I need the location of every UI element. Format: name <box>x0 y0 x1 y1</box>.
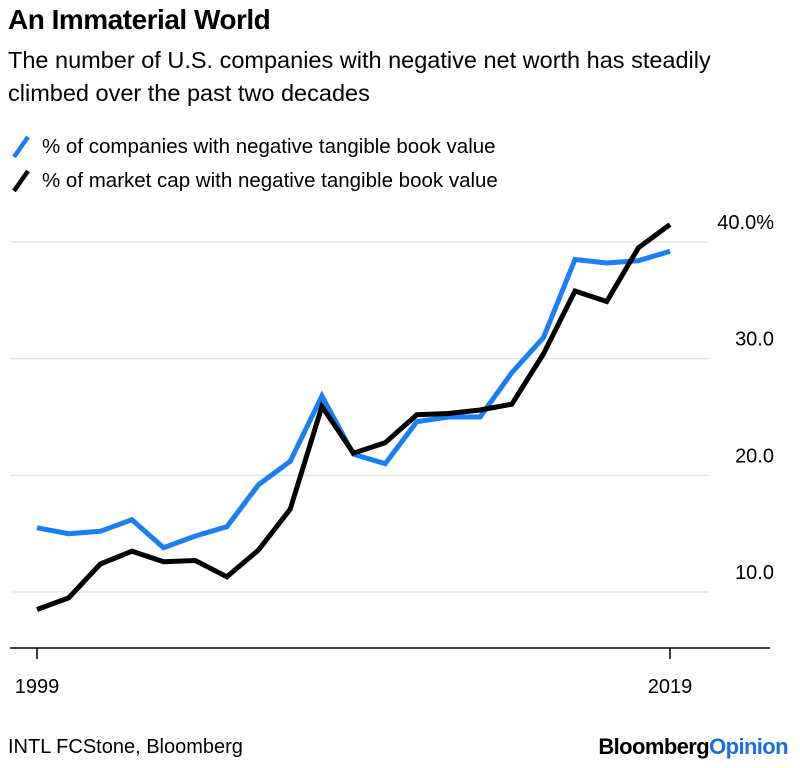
chart-title: An Immaterial World <box>8 4 271 35</box>
y-tick-label: 30.0 <box>735 329 774 351</box>
legend-label-black: % of market cap with negative tangible b… <box>42 169 498 192</box>
y-tick-label: 20.0 <box>735 445 774 467</box>
brand-logo-part1: Bloomberg <box>598 734 710 759</box>
source-note: INTL FCStone, Bloomberg <box>8 736 243 758</box>
brand-logo-part2: Opinion <box>709 734 789 759</box>
y-tick-label: 40.0% <box>717 212 774 234</box>
x-tick-label: 1999 <box>15 676 60 698</box>
legend-item-blue: % of companies with negative tangible bo… <box>10 130 498 164</box>
legend-item-black: % of market cap with negative tangible b… <box>10 164 498 198</box>
x-tick-label: 2019 <box>648 676 693 698</box>
legend-label-blue: % of companies with negative tangible bo… <box>42 135 496 158</box>
line-chart: 40.0% 30.0 20.0 10.0 1999 2019 <box>10 212 774 698</box>
legend-swatch-blue <box>12 135 30 159</box>
y-tick-label: 10.0 <box>735 562 774 584</box>
series-line-market-cap <box>36 222 672 612</box>
legend: % of companies with negative tangible bo… <box>10 130 498 198</box>
chart-subtitle: The number of U.S. companies with negati… <box>8 47 711 106</box>
legend-swatch-black <box>12 169 30 193</box>
brand-logo: BloombergOpinion <box>598 734 788 760</box>
